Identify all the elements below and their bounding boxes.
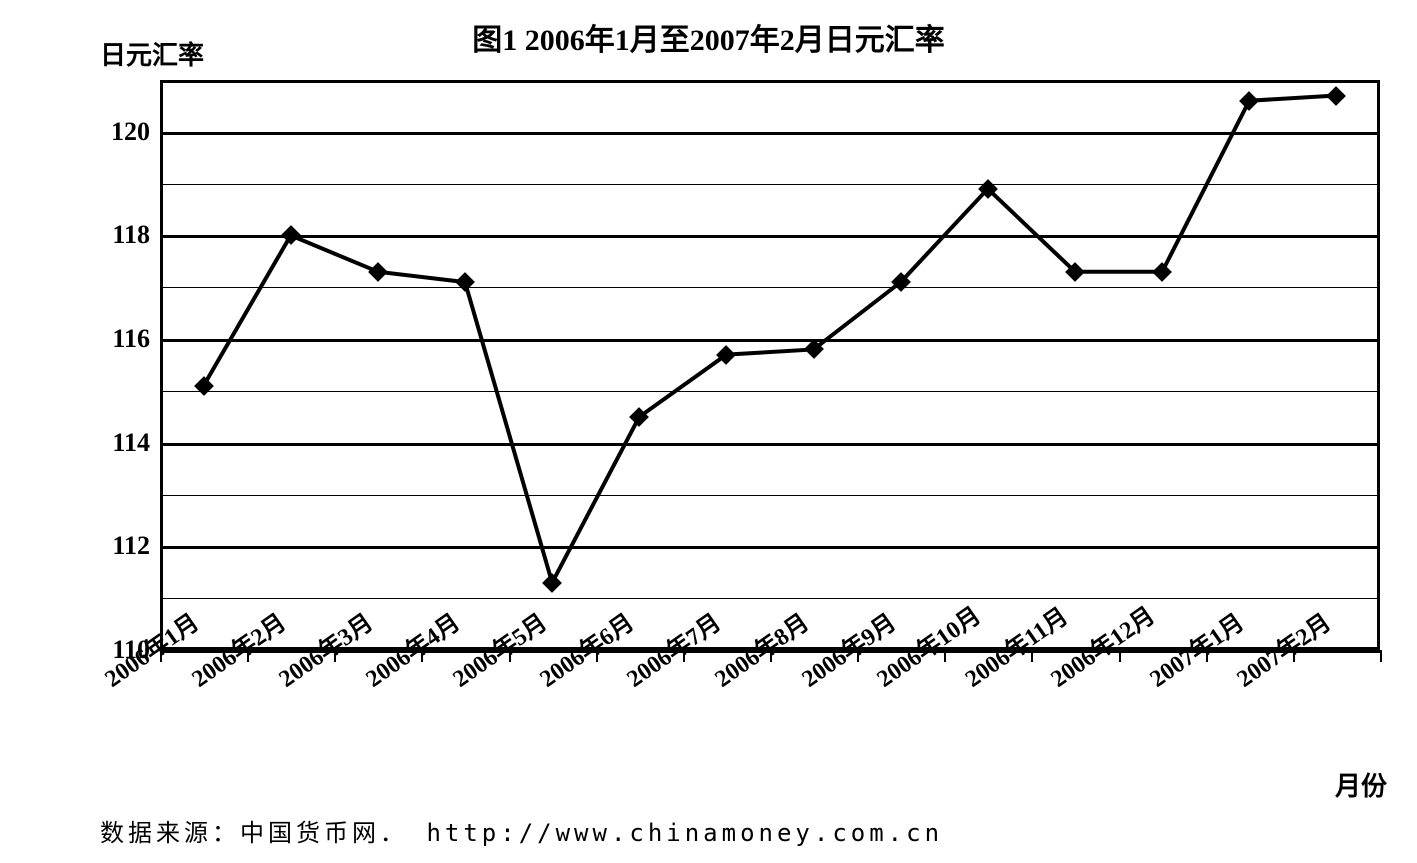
- y-gridline: [160, 235, 1380, 238]
- x-tick-mark: [1380, 650, 1382, 662]
- y-gridline: [160, 132, 1380, 135]
- plot-area: 1101121141161181202006年1月2006年2月2006年3月2…: [160, 80, 1380, 650]
- x-axis-title: 月份: [1335, 766, 1387, 803]
- plot-border: [160, 80, 1380, 650]
- source-note: 数据来源：中国货币网． http://www.chinamoney.com.cn: [100, 813, 943, 848]
- chart-title: 图1 2006年1月至2007年2月日元汇率: [472, 15, 945, 59]
- y-tick-label: 116: [112, 324, 150, 354]
- y-gridline-minor: [160, 495, 1380, 496]
- y-gridline-minor: [160, 184, 1380, 185]
- y-gridline: [160, 339, 1380, 342]
- y-gridline: [160, 443, 1380, 446]
- y-gridline: [160, 546, 1380, 549]
- y-axis-title: 日元汇率: [100, 35, 204, 72]
- y-gridline-minor: [160, 598, 1380, 599]
- y-tick-label: 114: [112, 428, 150, 458]
- y-gridline-minor: [160, 287, 1380, 288]
- y-tick-label: 120: [111, 117, 150, 147]
- y-tick-label: 112: [112, 531, 150, 561]
- chart-container: 图1 2006年1月至2007年2月日元汇率 日元汇率 110112114116…: [10, 10, 1407, 853]
- y-gridline-minor: [160, 391, 1380, 392]
- y-tick-label: 118: [112, 220, 150, 250]
